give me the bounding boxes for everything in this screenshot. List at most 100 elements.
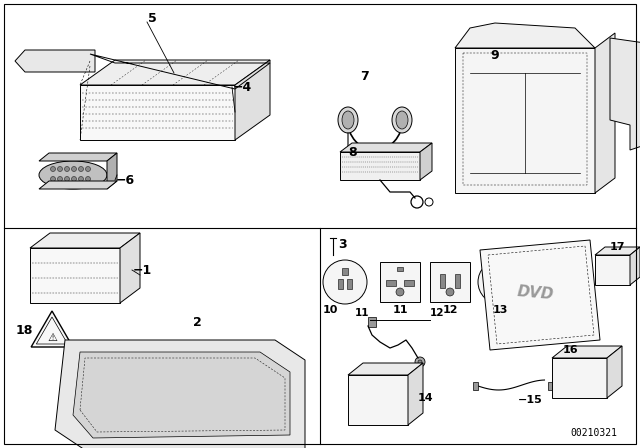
Circle shape [478, 260, 522, 304]
Text: ⚠: ⚠ [47, 333, 57, 343]
Bar [492, 272, 495, 282]
Circle shape [26, 57, 34, 65]
Text: 9: 9 [490, 48, 499, 61]
Polygon shape [607, 346, 622, 398]
Bar [440, 274, 445, 288]
Circle shape [195, 441, 203, 448]
Text: 5: 5 [148, 12, 157, 25]
Bar [404, 280, 414, 286]
Circle shape [86, 177, 90, 181]
Circle shape [65, 167, 70, 172]
Polygon shape [39, 181, 117, 189]
Ellipse shape [338, 107, 358, 133]
Polygon shape [55, 340, 305, 448]
Polygon shape [15, 50, 95, 72]
Circle shape [86, 167, 90, 172]
Polygon shape [455, 23, 595, 48]
Bar [342, 268, 348, 275]
Polygon shape [31, 311, 73, 347]
Text: 16: 16 [562, 345, 578, 355]
Polygon shape [80, 60, 270, 85]
Ellipse shape [39, 161, 107, 189]
Circle shape [51, 167, 56, 172]
Text: 12: 12 [429, 308, 444, 318]
Text: 18: 18 [15, 323, 33, 336]
Text: −4: −4 [233, 81, 252, 94]
Polygon shape [595, 255, 630, 285]
Polygon shape [107, 153, 117, 189]
Circle shape [79, 167, 83, 172]
Circle shape [157, 441, 165, 448]
Text: 2: 2 [193, 315, 202, 328]
Circle shape [446, 288, 454, 296]
Text: 3: 3 [338, 237, 347, 250]
Text: 11: 11 [392, 305, 408, 315]
Polygon shape [340, 152, 420, 180]
Polygon shape [610, 38, 640, 150]
Text: 10: 10 [323, 305, 338, 315]
Polygon shape [235, 60, 270, 140]
Text: 14: 14 [418, 393, 434, 403]
Bar [368, 317, 376, 327]
Bar [397, 267, 403, 271]
Circle shape [72, 177, 77, 181]
Text: 7: 7 [360, 69, 369, 82]
Text: 11: 11 [355, 308, 369, 318]
Polygon shape [348, 363, 423, 375]
Bar [504, 272, 509, 282]
Polygon shape [340, 143, 432, 152]
Polygon shape [552, 358, 607, 398]
Polygon shape [480, 240, 600, 350]
Polygon shape [30, 233, 140, 248]
Circle shape [81, 441, 89, 448]
Circle shape [62, 57, 70, 65]
Polygon shape [120, 233, 140, 303]
Circle shape [233, 441, 241, 448]
Circle shape [496, 291, 504, 299]
Polygon shape [595, 33, 615, 193]
Text: −1: −1 [133, 263, 152, 276]
Bar [380, 262, 420, 302]
Text: 17: 17 [610, 242, 625, 252]
Bar [338, 279, 343, 289]
Circle shape [396, 288, 404, 296]
Text: −15: −15 [518, 395, 542, 405]
Text: 12: 12 [442, 305, 458, 315]
Circle shape [65, 177, 70, 181]
Bar [225, 128, 228, 134]
Polygon shape [473, 382, 478, 390]
Circle shape [323, 260, 367, 304]
Text: 13: 13 [492, 305, 508, 315]
Circle shape [38, 57, 46, 65]
Polygon shape [30, 248, 120, 303]
Circle shape [50, 57, 58, 65]
Polygon shape [595, 247, 640, 255]
Polygon shape [420, 143, 432, 180]
Polygon shape [348, 375, 408, 425]
Circle shape [58, 177, 63, 181]
Polygon shape [39, 153, 117, 161]
Text: −6: −6 [116, 173, 135, 186]
Polygon shape [80, 85, 235, 140]
Circle shape [418, 360, 422, 364]
Bar [386, 280, 396, 286]
Circle shape [51, 177, 56, 181]
Ellipse shape [396, 111, 408, 129]
Bar [215, 128, 218, 134]
Circle shape [79, 177, 83, 181]
Bar [220, 128, 223, 134]
Ellipse shape [392, 107, 412, 133]
Bar [430, 262, 470, 302]
Polygon shape [630, 247, 640, 285]
Circle shape [58, 167, 63, 172]
Bar [347, 279, 352, 289]
Polygon shape [73, 352, 290, 438]
Text: 8: 8 [348, 146, 357, 159]
Text: 00210321: 00210321 [570, 428, 617, 438]
Circle shape [119, 441, 127, 448]
Polygon shape [408, 363, 423, 425]
Text: DVD: DVD [516, 284, 554, 302]
Polygon shape [548, 382, 558, 390]
Bar [517, 68, 533, 76]
Polygon shape [455, 48, 595, 193]
